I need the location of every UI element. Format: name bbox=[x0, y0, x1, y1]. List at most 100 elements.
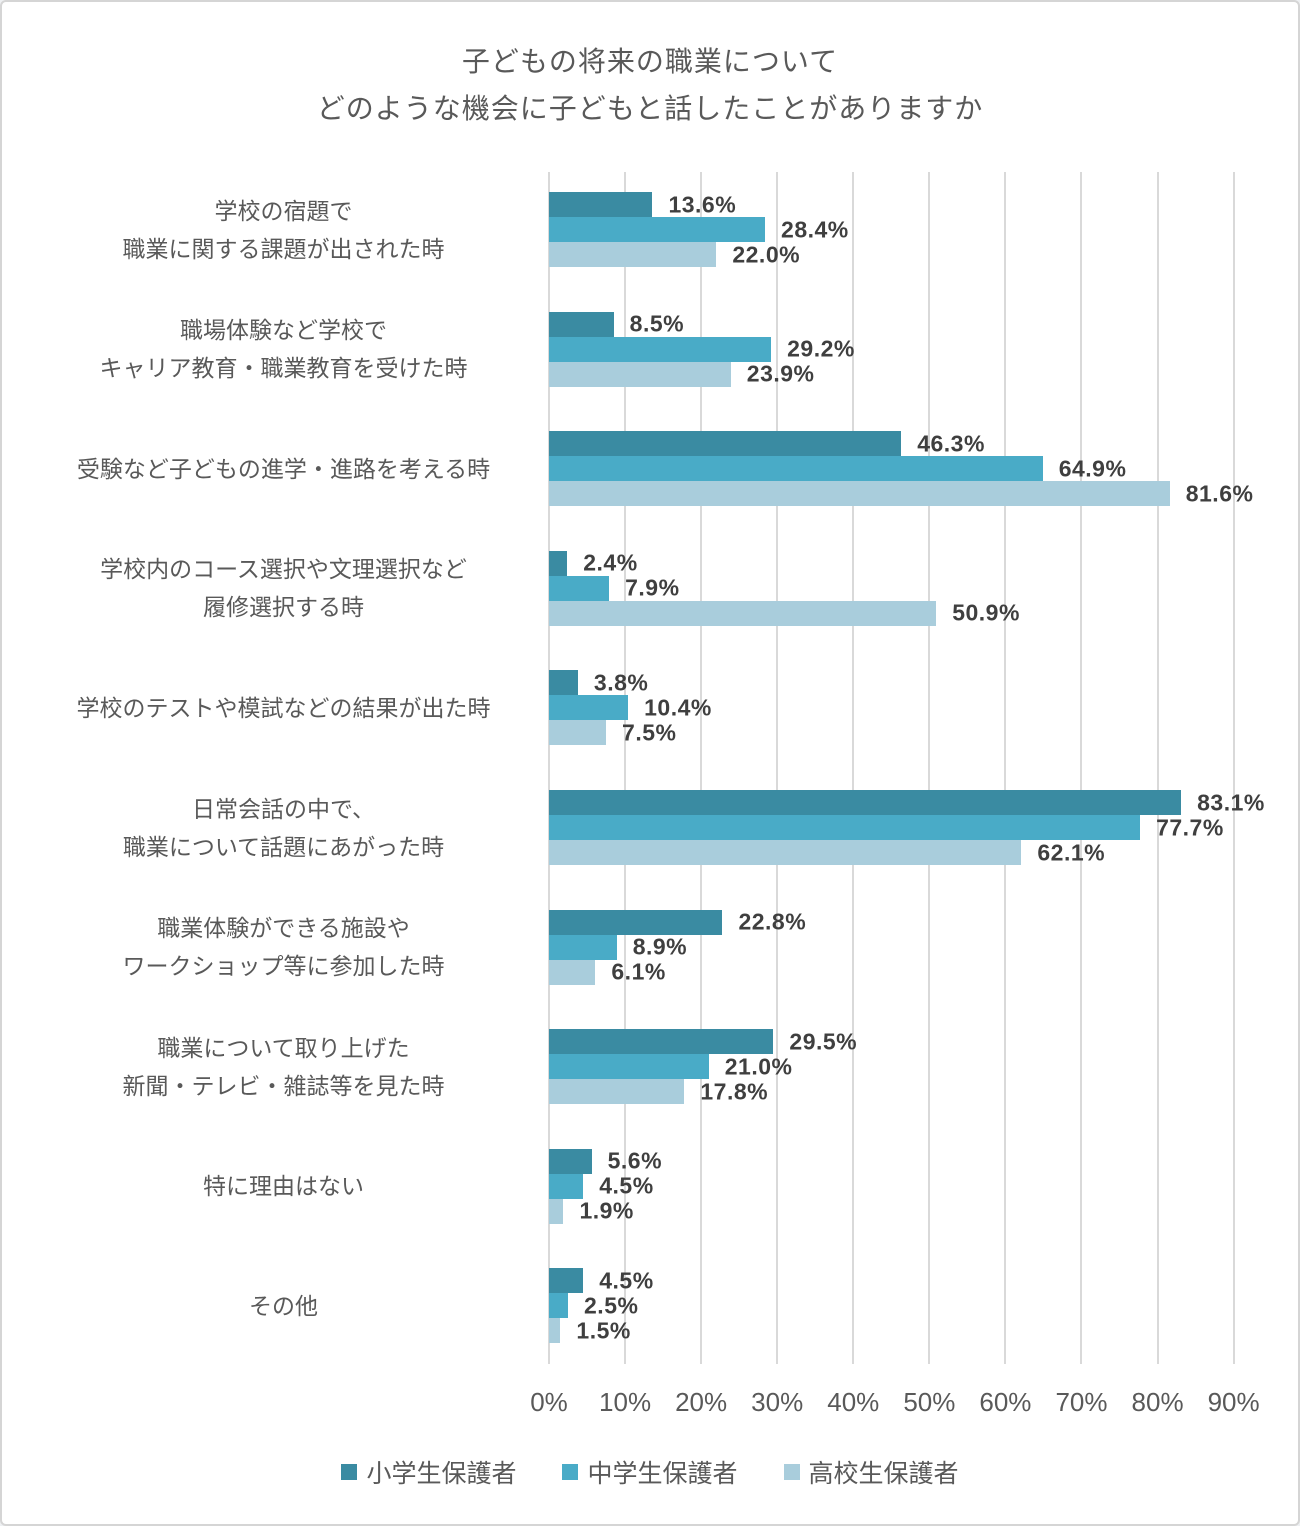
value-label: 1.9% bbox=[579, 1197, 634, 1224]
value-label: 10.4% bbox=[644, 694, 712, 721]
x-tick-label: 20% bbox=[675, 1387, 728, 1417]
gridline bbox=[1004, 172, 1007, 1364]
legend-item: 中学生保護者 bbox=[562, 1454, 738, 1490]
category-label-line: その他 bbox=[249, 1292, 318, 1319]
gridline bbox=[624, 172, 627, 1364]
category-label-line: 新聞・テレビ・雑誌等を見た時 bbox=[122, 1072, 445, 1099]
category-label: 特に理由はない bbox=[30, 1167, 537, 1205]
bar bbox=[549, 720, 607, 746]
gridline bbox=[700, 172, 703, 1364]
category-label-line: キャリア教育・職業教育を受けた時 bbox=[99, 355, 468, 382]
value-label: 22.8% bbox=[738, 908, 807, 935]
value-label: 22.0% bbox=[732, 241, 801, 267]
gridline bbox=[1232, 172, 1235, 1364]
legend-item: 小学生保護者 bbox=[341, 1454, 516, 1490]
bar bbox=[549, 670, 578, 696]
gridline bbox=[1080, 172, 1083, 1364]
gridline bbox=[776, 172, 779, 1364]
bar bbox=[549, 790, 1182, 815]
value-label: 64.9% bbox=[1058, 455, 1127, 482]
value-label: 81.6% bbox=[1185, 480, 1254, 507]
x-tick-label: 50% bbox=[903, 1387, 956, 1417]
bar bbox=[549, 840, 1022, 865]
value-label: 5.6% bbox=[607, 1147, 663, 1174]
bar bbox=[549, 934, 617, 960]
value-label: 4.5% bbox=[599, 1172, 654, 1199]
x-tick-label: 40% bbox=[827, 1387, 880, 1417]
bar bbox=[549, 311, 614, 337]
value-label: 6.1% bbox=[611, 958, 666, 985]
bar bbox=[549, 575, 610, 601]
category-label-line: 職業について取り上げた bbox=[157, 1034, 410, 1061]
bar bbox=[549, 1054, 709, 1080]
category-label-line: 履修選択する時 bbox=[203, 594, 364, 621]
bar bbox=[549, 192, 653, 217]
category-label-line: ワークショップ等に参加した時 bbox=[122, 953, 445, 980]
value-label: 13.6% bbox=[668, 191, 737, 217]
x-tick-label: 60% bbox=[979, 1387, 1032, 1417]
bar bbox=[549, 1029, 774, 1055]
category-label-line: 特に理由はない bbox=[203, 1173, 364, 1200]
value-label: 50.9% bbox=[952, 599, 1020, 626]
bar bbox=[549, 1293, 569, 1319]
category-label-line: 受験など子どもの進学・進路を考える時 bbox=[76, 455, 491, 482]
bar bbox=[549, 815, 1141, 840]
bar bbox=[549, 1173, 584, 1199]
value-label: 8.5% bbox=[629, 310, 685, 337]
bar bbox=[549, 1268, 584, 1294]
bar bbox=[549, 481, 1170, 507]
legend: 小学生保護者 中学生保護者 高校生保護者 bbox=[2, 1454, 1298, 1490]
category-label: 職業体験ができる施設やワークショップ等に参加した時 bbox=[30, 909, 537, 985]
legend-item: 高校生保護者 bbox=[783, 1454, 959, 1490]
category-label: その他 bbox=[30, 1287, 537, 1325]
bar bbox=[549, 909, 723, 935]
bar bbox=[549, 456, 1043, 482]
category-label-line: 日常会話の中で、 bbox=[191, 795, 376, 822]
bar bbox=[549, 1198, 564, 1224]
bar bbox=[549, 242, 717, 267]
legend-swatch bbox=[783, 1464, 800, 1480]
value-label: 4.5% bbox=[599, 1267, 654, 1294]
category-label-line: 学校内のコース選択や文理選択など bbox=[100, 556, 467, 583]
bar bbox=[549, 1318, 561, 1344]
value-label: 21.0% bbox=[724, 1053, 793, 1080]
category-label-line: 学校の宿題で bbox=[214, 197, 353, 224]
bar bbox=[549, 1148, 592, 1174]
category-label: 職場体験など学校でキャリア教育・職業教育を受けた時 bbox=[30, 311, 537, 387]
value-label: 2.5% bbox=[584, 1292, 639, 1319]
category-label: 学校内のコース選択や文理選択など 履修選択する時 bbox=[30, 550, 537, 626]
legend-swatch bbox=[341, 1464, 358, 1480]
bar bbox=[549, 550, 568, 576]
value-label: 77.7% bbox=[1156, 814, 1224, 840]
x-tick-label: 80% bbox=[1131, 1387, 1184, 1417]
value-label: 62.1% bbox=[1037, 839, 1106, 865]
chart-title: 子どもの将来の職業について どのような機会に子どもと話したことがありますか bbox=[2, 38, 1298, 132]
category-label: 学校のテストや模試などの結果が出た時 bbox=[30, 689, 537, 727]
bar bbox=[549, 959, 596, 985]
value-label: 23.9% bbox=[746, 360, 815, 387]
category-label-line: 職業に関する課題が出された時 bbox=[122, 235, 445, 262]
x-tick-label: 30% bbox=[751, 1387, 804, 1417]
category-label-line: 職業について話題にあがった時 bbox=[122, 833, 445, 860]
category-label-line: 職業体験ができる施設や bbox=[157, 915, 410, 942]
category-label-line: 職場体験など学校で bbox=[180, 317, 387, 344]
value-label: 29.2% bbox=[787, 335, 855, 362]
value-label: 83.1% bbox=[1197, 789, 1265, 815]
legend-label: 中学生保護者 bbox=[587, 1460, 738, 1488]
legend-label: 高校生保護者 bbox=[808, 1460, 959, 1488]
x-tick-label: 90% bbox=[1207, 1387, 1260, 1417]
value-label: 3.8% bbox=[593, 669, 649, 696]
value-label: 29.5% bbox=[789, 1028, 858, 1055]
value-label: 28.4% bbox=[781, 216, 849, 242]
bar bbox=[549, 600, 937, 626]
legend-swatch bbox=[562, 1464, 579, 1480]
category-label: 日常会話の中で、職業について話題にあがった時 bbox=[30, 790, 537, 866]
chart-title-line-1: 子どもの将来の職業について bbox=[461, 46, 839, 77]
x-tick-label: 10% bbox=[599, 1387, 652, 1417]
bar bbox=[549, 336, 772, 362]
gridline bbox=[852, 172, 855, 1364]
gridline bbox=[928, 172, 931, 1364]
bar bbox=[549, 695, 629, 721]
bar bbox=[549, 431, 902, 457]
category-label: 学校の宿題で職業に関する課題が出された時 bbox=[30, 192, 537, 268]
